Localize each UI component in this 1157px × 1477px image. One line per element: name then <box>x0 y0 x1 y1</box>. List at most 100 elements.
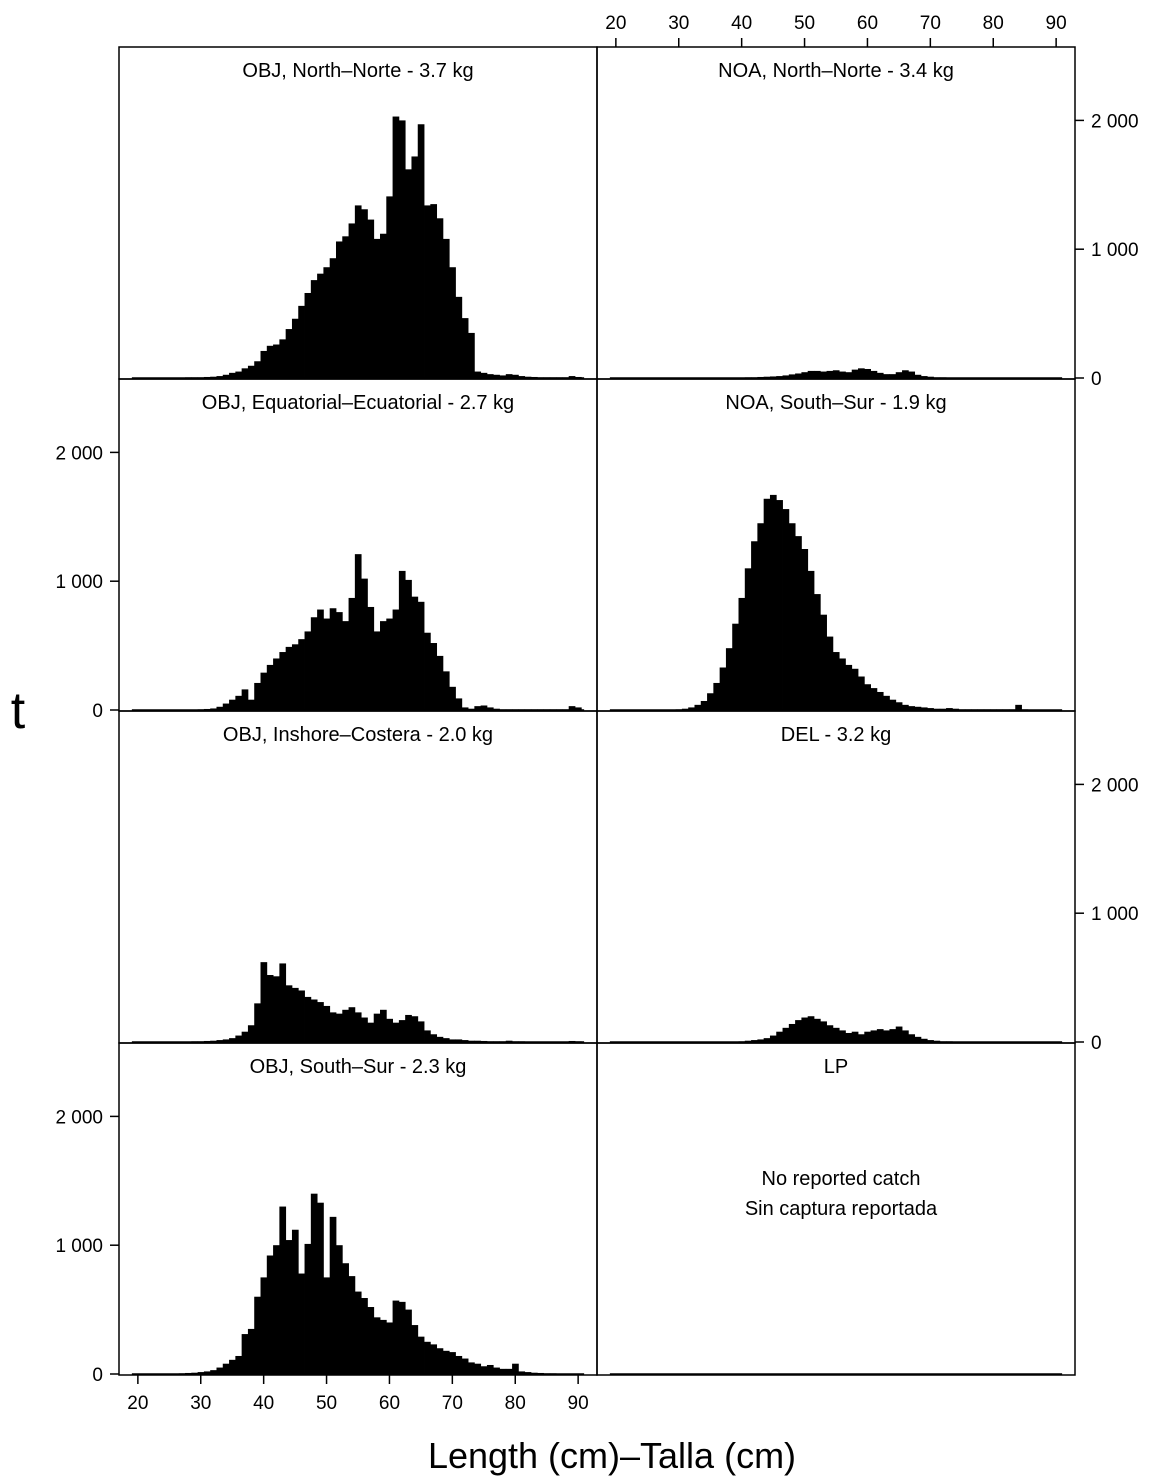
panel-title: OBJ, North–Norte - 3.7 kg <box>242 60 473 82</box>
histogram-bar <box>839 371 846 378</box>
x-tick-label: 40 <box>253 1393 274 1414</box>
histogram-bar <box>455 698 463 710</box>
x-tick-label: 80 <box>505 1393 526 1414</box>
histogram-bar <box>826 636 834 710</box>
histogram-bar <box>354 554 362 710</box>
histogram-bar <box>914 1036 922 1042</box>
histogram-bar <box>254 1003 261 1042</box>
histogram-bar <box>486 374 494 378</box>
histogram-bar <box>273 976 280 1042</box>
histogram-bar <box>820 1021 827 1042</box>
panel-title: OBJ, South–Sur - 2.3 kg <box>250 1056 467 1078</box>
histogram-bar <box>323 618 331 710</box>
histogram-bar <box>424 1341 431 1374</box>
histogram-bar <box>417 1336 425 1374</box>
histogram-bar <box>361 578 368 710</box>
x-tick-label: 70 <box>442 1393 463 1414</box>
histogram-bar <box>392 1300 400 1374</box>
histogram-bar <box>914 706 922 710</box>
histogram-bar <box>801 1017 809 1042</box>
histogram-bar <box>876 691 884 710</box>
histogram-bar <box>449 686 456 710</box>
x-tick-label: 70 <box>920 13 941 34</box>
x-tick-label: 90 <box>1046 13 1067 34</box>
histogram-bar <box>197 1372 205 1374</box>
histogram-bar <box>329 1216 337 1374</box>
histogram-bar <box>436 218 444 378</box>
histogram-bar <box>813 1018 821 1042</box>
histogram-bar <box>480 705 488 710</box>
histogram-bar <box>895 372 903 378</box>
histogram-bar <box>1015 704 1022 710</box>
histogram-bar <box>908 371 916 378</box>
y-tick-label: 0 <box>1091 369 1102 390</box>
histogram-bar <box>380 1319 387 1374</box>
histogram-bar <box>449 267 456 378</box>
histogram-bar <box>411 1325 419 1374</box>
histogram-bar <box>744 568 752 710</box>
histogram-bar <box>367 219 375 378</box>
histogram-bar <box>430 1344 438 1374</box>
y-axis-title: t <box>11 682 26 740</box>
histogram-bar <box>436 1036 444 1042</box>
x-tick-label: 30 <box>190 1393 211 1414</box>
histogram-bar <box>254 1296 261 1374</box>
histogram-bar <box>317 1002 324 1042</box>
histogram-bar <box>920 376 928 378</box>
histogram-bar <box>405 169 412 378</box>
histogram-bar <box>380 1009 387 1042</box>
histogram-bar <box>285 646 293 710</box>
histogram-bar <box>317 609 324 710</box>
histogram-bar <box>398 1301 406 1374</box>
histogram-bar <box>254 361 261 378</box>
histogram-bar <box>367 606 375 710</box>
histogram-bar <box>430 643 438 710</box>
histogram-bar <box>461 1358 469 1374</box>
histogram-bar <box>436 1348 444 1374</box>
histogram-bar <box>392 116 400 378</box>
y-tick-label: 1 000 <box>55 1236 103 1257</box>
histogram-bar <box>298 990 305 1042</box>
histogram-bar <box>405 1014 412 1042</box>
histogram-bar <box>474 706 482 710</box>
histogram-bar <box>902 1030 909 1042</box>
histogram-bar <box>776 500 783 710</box>
histogram-bar <box>424 205 431 378</box>
histogram-bar <box>310 280 318 378</box>
panel-frame <box>596 1042 1076 1376</box>
histogram-bar <box>373 238 381 378</box>
histogram-bar <box>235 1035 243 1042</box>
x-tick-label: 20 <box>605 13 626 34</box>
histogram-bar <box>889 1029 897 1042</box>
histogram-bar <box>719 667 727 710</box>
histogram-bar <box>870 688 878 710</box>
histogram-bar <box>512 1363 519 1374</box>
histogram-bar <box>417 601 425 710</box>
histogram-bar <box>411 156 419 378</box>
histogram-bar <box>266 664 274 710</box>
histogram-bar <box>820 614 827 710</box>
histogram-bar <box>430 204 438 378</box>
histogram-bar <box>329 1012 337 1042</box>
histogram-bar <box>335 1013 343 1042</box>
histogram-bar <box>260 672 268 710</box>
panel-frame <box>596 710 1076 1044</box>
histogram-bar <box>310 1193 318 1374</box>
histogram-bar <box>241 689 249 710</box>
histogram-bar <box>832 652 840 710</box>
histogram-bar <box>298 305 305 378</box>
histogram-bar <box>216 706 224 710</box>
histogram-bar <box>279 963 287 1042</box>
histogram-bar <box>914 374 922 378</box>
histogram-bar <box>285 329 293 378</box>
histogram-bar <box>688 707 695 710</box>
histogram-bar <box>813 594 821 710</box>
histogram-bar <box>386 618 393 710</box>
histogram-bar <box>329 608 337 710</box>
histogram-bar <box>298 1273 305 1374</box>
histogram-bar <box>499 1368 507 1374</box>
histogram-bar <box>902 370 909 378</box>
histogram-bar <box>386 1018 393 1042</box>
histogram-bar <box>493 374 500 378</box>
